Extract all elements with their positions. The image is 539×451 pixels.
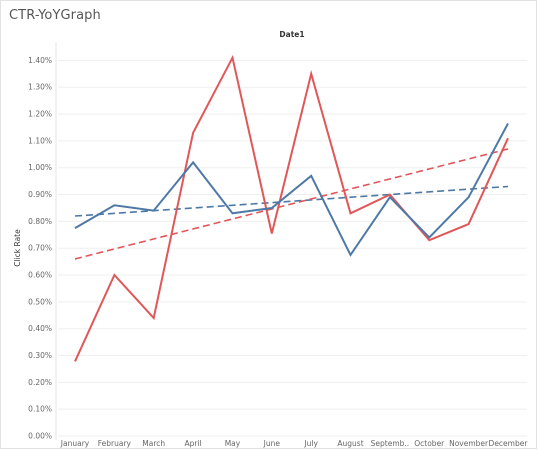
- y-tick-label: 1.10%: [28, 136, 52, 145]
- x-tick-label: March: [142, 439, 165, 448]
- x-tick-label: June: [263, 439, 281, 448]
- y-tick-label: 0.40%: [28, 324, 52, 333]
- y-tick-label: 0.50%: [28, 297, 52, 306]
- y-tick-label: 0.70%: [28, 244, 52, 253]
- x-tick-label: August: [337, 439, 363, 448]
- y-tick-label: 1.20%: [28, 110, 52, 119]
- x-tick-label: November: [449, 439, 489, 448]
- y-tick-label: 1.30%: [28, 83, 52, 92]
- y-tick-label: 1.00%: [28, 163, 52, 172]
- series-line: [74, 54, 509, 362]
- x-tick-label: April: [185, 439, 202, 448]
- y-tick-label: 0.80%: [28, 217, 52, 226]
- y-axis-ticks: 0.00% 0.10% 0.20% 0.30% 0.40% 0.50% 0.60% 0.70%…: [28, 56, 52, 441]
- chart-panel-title: CTR-YoYGraph: [9, 8, 101, 23]
- y-tick-label: 0.20%: [28, 378, 52, 387]
- y-tick-label: 0.90%: [28, 190, 52, 199]
- trend-line: [74, 148, 509, 260]
- x-tick-label: December: [489, 439, 529, 448]
- series-layer: [74, 54, 509, 362]
- y-tick-label: 0.30%: [28, 351, 52, 360]
- x-tick-label: Septemb..: [371, 439, 410, 448]
- column-header: Date1: [279, 30, 304, 39]
- trend-layer: [74, 148, 509, 260]
- y-tick-label: 0.10%: [28, 405, 52, 414]
- x-tick-label: January: [60, 439, 90, 448]
- y-tick-label: 0.00%: [28, 432, 52, 441]
- y-tick-label: 0.60%: [28, 271, 52, 280]
- y-tick-label: 1.40%: [28, 56, 52, 65]
- x-tick-label: October: [414, 439, 445, 448]
- grid-layer: [55, 42, 527, 440]
- trend-line: [74, 185, 509, 217]
- x-tick-label: February: [98, 439, 132, 448]
- x-tick-label: July: [303, 439, 318, 448]
- x-tick-label: May: [225, 439, 241, 448]
- x-axis-ticks: January February March April May June July Augu…: [60, 439, 529, 448]
- y-axis-title: Click Rate: [13, 229, 22, 267]
- series-line: [74, 123, 509, 257]
